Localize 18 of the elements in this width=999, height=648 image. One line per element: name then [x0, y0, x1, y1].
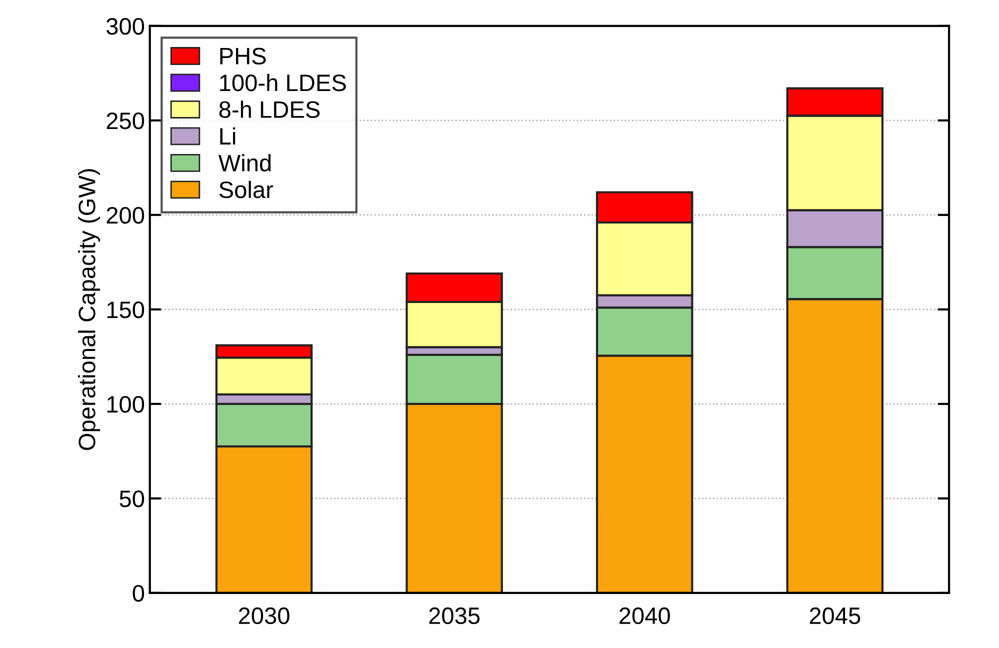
- y-tick-label: 0: [132, 584, 144, 602]
- y-tick-label: 300: [106, 18, 144, 35]
- x-tick-label: 2040: [620, 607, 670, 624]
- legend-label: PHS: [220, 48, 266, 65]
- legend-label: Wind: [218, 154, 271, 172]
- x-tick-label: 2030: [238, 607, 290, 624]
- y-tick-label: 200: [106, 206, 144, 224]
- legend-label: Solar: [219, 180, 274, 198]
- legend-label: 8-h LDES: [219, 100, 320, 118]
- legend-label: 100-h LDES: [220, 74, 346, 92]
- legend-label: Li: [220, 127, 236, 144]
- y-tick-label: 100: [107, 396, 144, 413]
- y-tick-label: 250: [106, 112, 144, 130]
- y-tick-label: 50: [120, 490, 144, 508]
- y-axis-title: Operational Capacity (GW): [78, 169, 100, 450]
- x-tick-label: 2035: [429, 607, 480, 624]
- x-tick-label: 2045: [810, 607, 860, 624]
- y-tick-label: 150: [107, 301, 144, 318]
